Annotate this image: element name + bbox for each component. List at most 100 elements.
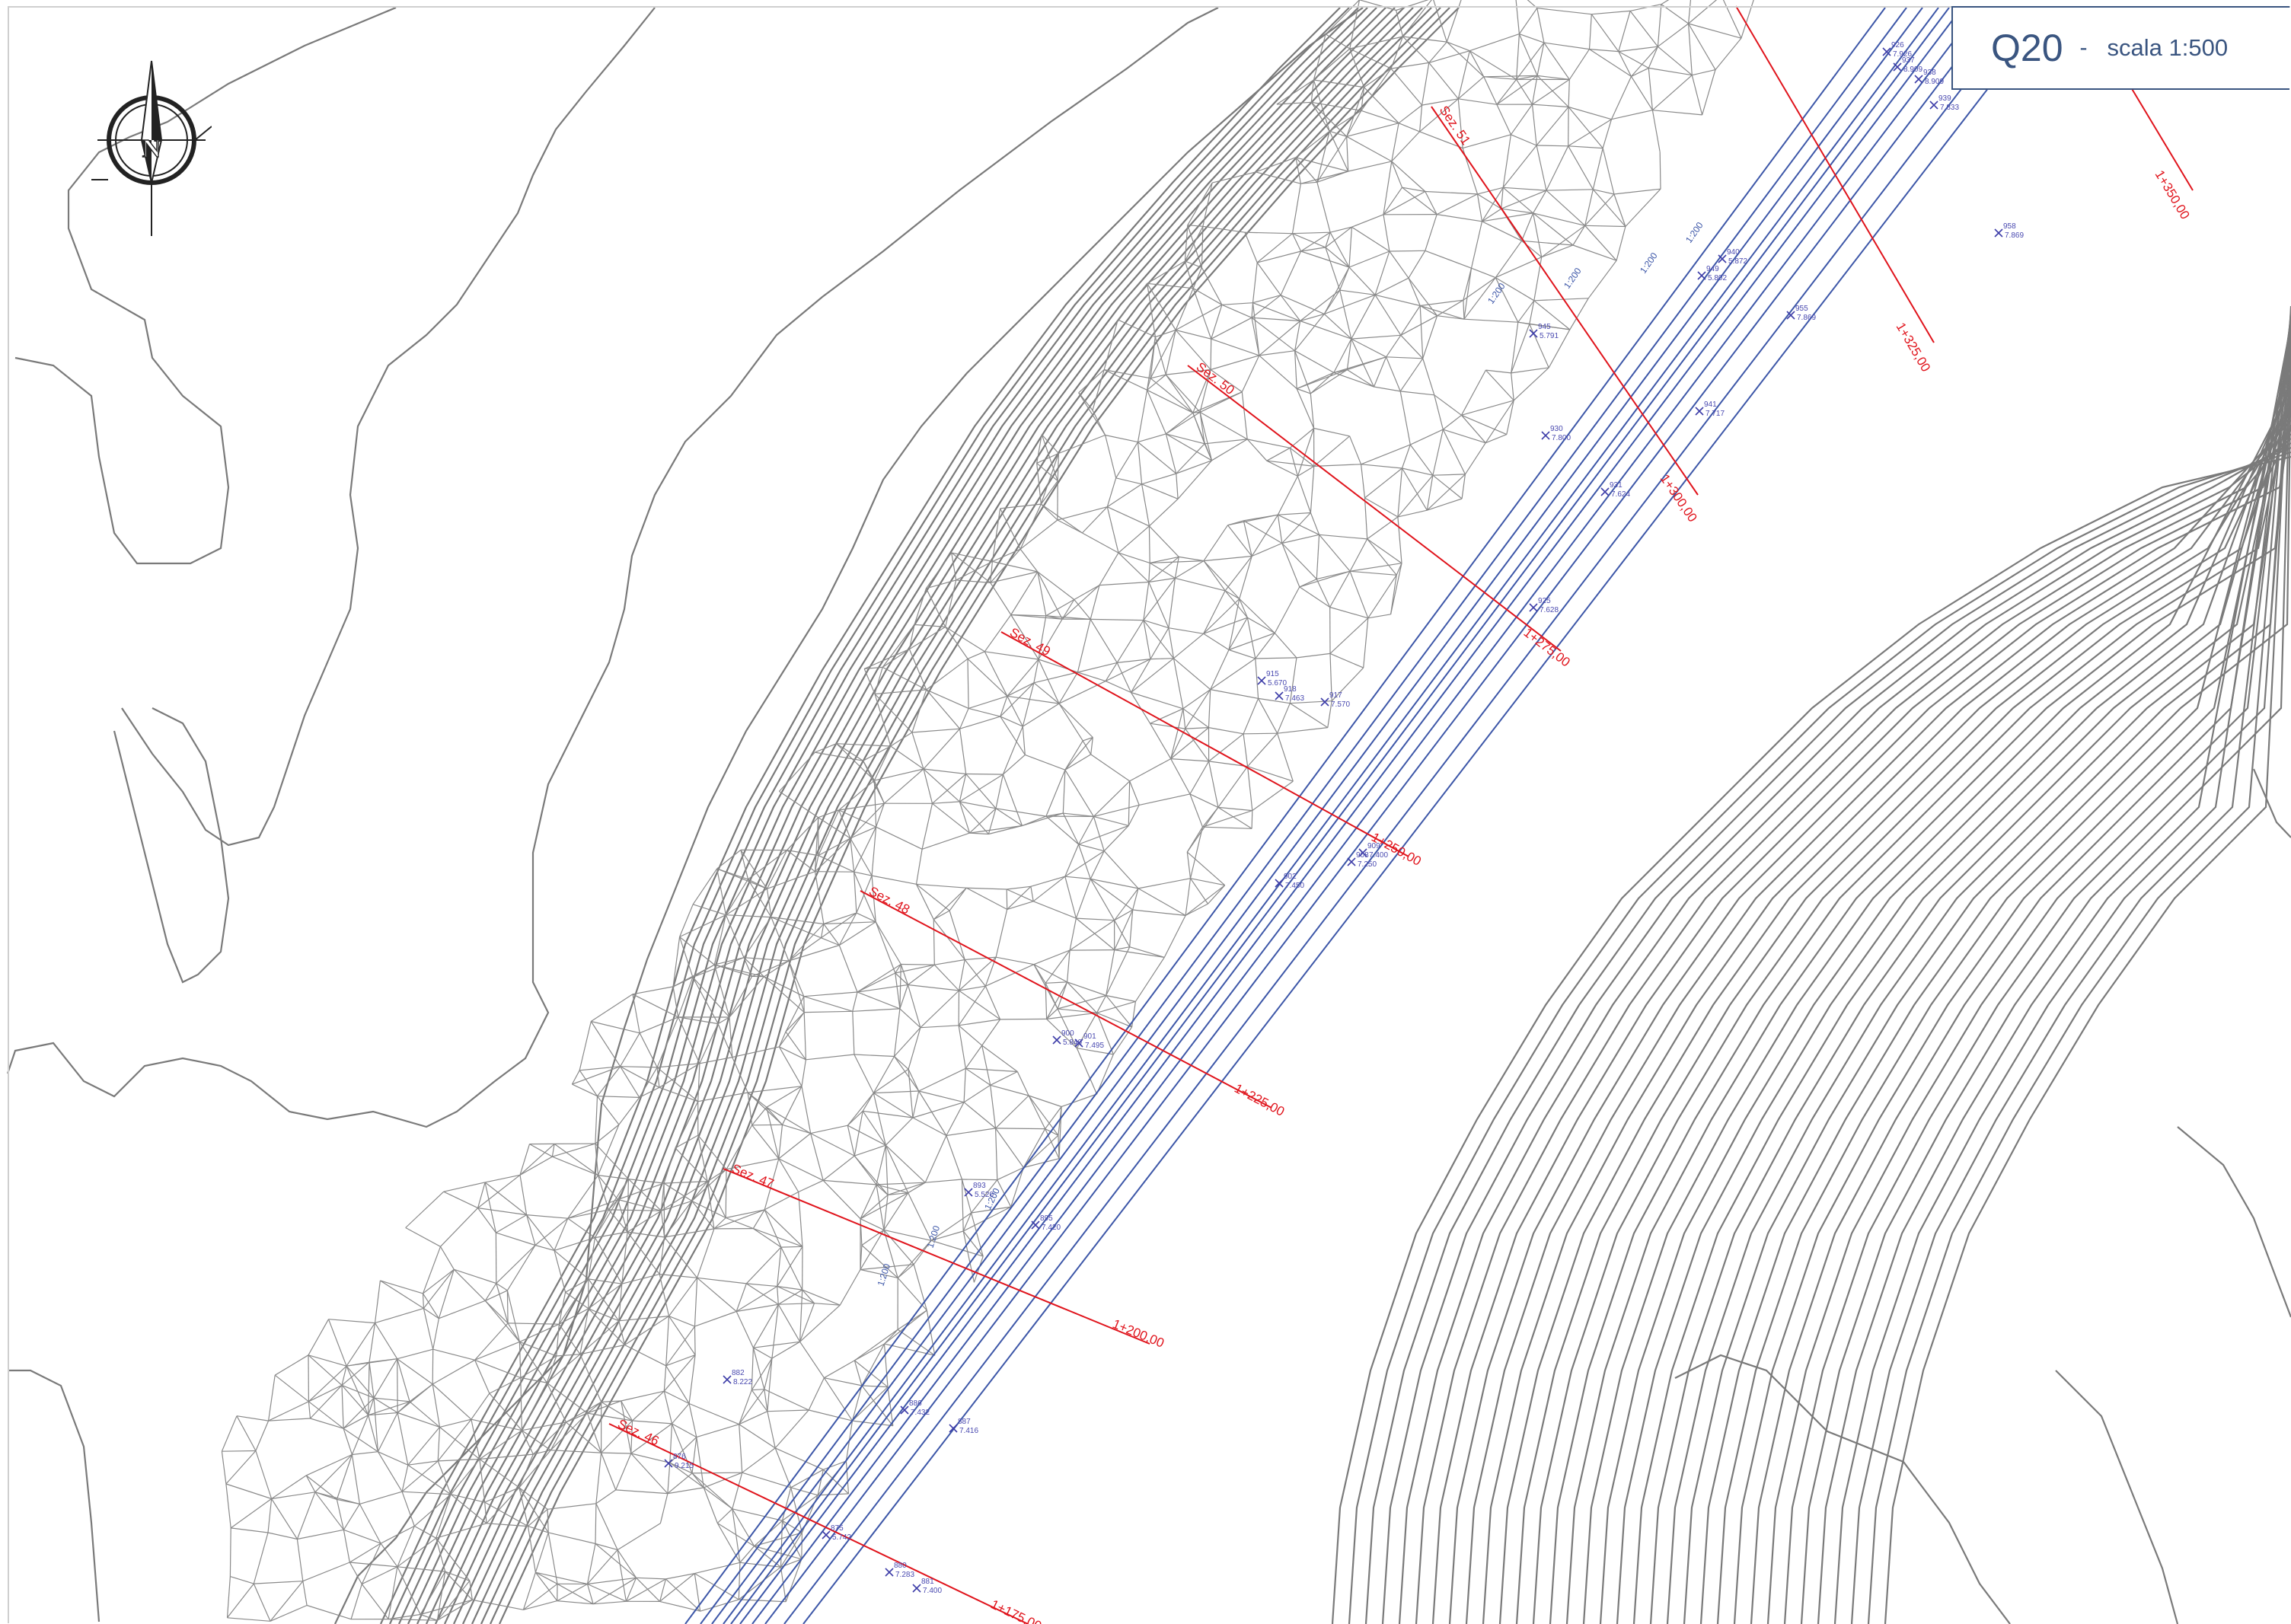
mesh-edge bbox=[1114, 909, 1134, 950]
mesh-edge bbox=[1106, 483, 1142, 508]
mesh-edge bbox=[1296, 388, 1311, 394]
mesh-edge bbox=[1588, 14, 1592, 49]
point-id: 881 bbox=[921, 1578, 934, 1586]
mesh-edge bbox=[1099, 552, 1119, 585]
mesh-edge bbox=[764, 1358, 773, 1389]
point-id: 949 bbox=[1706, 265, 1719, 273]
mesh-edge bbox=[1295, 157, 1348, 172]
mesh-edge bbox=[748, 879, 767, 889]
mesh-edge bbox=[785, 1012, 805, 1032]
mesh-edge bbox=[1096, 1013, 1114, 1055]
mesh-edge bbox=[661, 1200, 692, 1211]
mesh-edge bbox=[1485, 400, 1514, 444]
mesh-edge bbox=[1346, 136, 1393, 162]
mesh-edge bbox=[854, 1054, 895, 1058]
mesh-edge bbox=[736, 1303, 779, 1313]
mesh-edge bbox=[1280, 295, 1301, 321]
mesh-edge bbox=[767, 1411, 776, 1449]
mesh-edge bbox=[520, 1377, 547, 1383]
mesh-edge bbox=[1114, 949, 1165, 958]
mesh-edge bbox=[1221, 304, 1252, 318]
mesh-edge bbox=[691, 1181, 708, 1201]
mesh-edge bbox=[1114, 946, 1130, 951]
mesh-edge bbox=[380, 1543, 398, 1568]
point-elevation: 7.869 bbox=[1797, 314, 1816, 322]
mesh-edge bbox=[1428, 41, 1447, 63]
mesh-edge bbox=[990, 571, 1038, 583]
mesh-edge bbox=[899, 1008, 921, 1029]
mesh-edge bbox=[229, 1527, 231, 1577]
point-id: 917 bbox=[1329, 691, 1342, 700]
mesh-edge bbox=[1221, 302, 1253, 305]
mesh-edge bbox=[697, 1277, 737, 1312]
mesh-edge bbox=[1175, 288, 1194, 330]
mesh-edge bbox=[785, 996, 805, 1032]
mesh-edge bbox=[694, 1310, 737, 1327]
alignment-label: 1:200 bbox=[1485, 281, 1508, 306]
mesh-edge bbox=[409, 1401, 440, 1428]
mesh-edge bbox=[1078, 844, 1091, 879]
mesh-edge bbox=[924, 1135, 947, 1183]
mesh-edge bbox=[336, 1454, 353, 1500]
mesh-edge bbox=[921, 803, 933, 850]
mesh-edge bbox=[484, 1300, 520, 1342]
mesh-edge bbox=[862, 1093, 874, 1112]
mesh-edge bbox=[1422, 98, 1459, 106]
mesh-edge bbox=[225, 1483, 231, 1528]
mesh-edge bbox=[764, 960, 790, 978]
mesh-edge bbox=[1239, 598, 1275, 633]
mesh-edge bbox=[450, 1459, 480, 1495]
mesh-edge bbox=[437, 1599, 473, 1621]
mesh-edge bbox=[876, 1184, 885, 1230]
mesh-edge bbox=[876, 1184, 889, 1195]
mesh-edge bbox=[1185, 689, 1211, 729]
triangulation-mesh bbox=[221, 0, 1754, 1622]
mesh-edge bbox=[270, 1581, 304, 1622]
mesh-edge bbox=[1316, 131, 1330, 183]
mesh-edge bbox=[663, 1391, 673, 1425]
mesh-edge bbox=[1203, 633, 1230, 651]
mesh-edge bbox=[732, 1046, 780, 1058]
contour-line bbox=[435, 7, 1396, 1624]
mesh-edge bbox=[1246, 439, 1268, 461]
mesh-edge bbox=[373, 1358, 398, 1399]
mesh-edge bbox=[780, 1567, 787, 1602]
mesh-edge bbox=[739, 1424, 776, 1449]
mesh-edge bbox=[1266, 460, 1314, 467]
mesh-edge bbox=[1081, 506, 1108, 534]
mesh-edge bbox=[1069, 917, 1077, 951]
mesh-edge bbox=[764, 976, 805, 1013]
mesh-edge bbox=[308, 1319, 330, 1356]
mesh-edge bbox=[661, 1181, 708, 1211]
mesh-edge bbox=[818, 809, 840, 856]
mesh-edge bbox=[1611, 110, 1653, 120]
mesh-edge bbox=[1419, 131, 1463, 149]
mesh-edge bbox=[558, 1278, 589, 1325]
mesh-edge bbox=[697, 1134, 708, 1182]
mesh-edge bbox=[308, 1401, 311, 1419]
mesh-edge bbox=[821, 937, 840, 946]
mesh-edge bbox=[672, 976, 694, 987]
mesh-edge bbox=[341, 1385, 344, 1429]
mesh-edge bbox=[271, 1498, 298, 1539]
mesh-edge bbox=[343, 1504, 360, 1530]
mesh-edge bbox=[1629, 11, 1658, 47]
mesh-edge bbox=[667, 1463, 671, 1494]
mesh-edge bbox=[519, 1144, 531, 1176]
mesh-edge bbox=[550, 1421, 567, 1450]
mesh-edge bbox=[1165, 330, 1176, 375]
mesh-edge bbox=[679, 914, 726, 938]
mesh-edge bbox=[1511, 324, 1530, 374]
mesh-edge bbox=[1502, 187, 1533, 214]
mesh-edge bbox=[787, 817, 819, 851]
mesh-edge bbox=[413, 1494, 451, 1527]
mesh-edge bbox=[1630, 76, 1653, 111]
mesh-edge bbox=[1329, 110, 1362, 132]
mesh-edge bbox=[535, 1571, 558, 1584]
mesh-edge bbox=[1351, 338, 1386, 358]
mesh-edge bbox=[1028, 1095, 1046, 1129]
mesh-edge bbox=[888, 1192, 908, 1195]
